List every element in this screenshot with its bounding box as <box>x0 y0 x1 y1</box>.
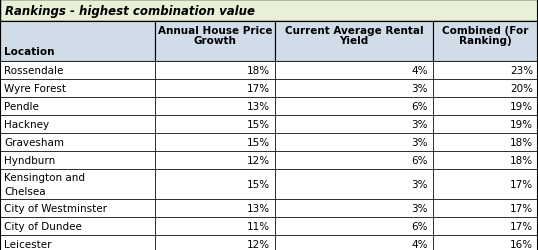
Text: 3%: 3% <box>412 138 428 147</box>
Bar <box>155 199 275 217</box>
Bar <box>155 217 275 235</box>
Text: Wyre Forest: Wyre Forest <box>4 84 66 94</box>
Bar <box>433 22 538 62</box>
Bar <box>155 235 275 250</box>
Bar <box>0 199 155 217</box>
Bar <box>0 134 155 152</box>
Bar <box>433 98 538 116</box>
Bar <box>155 169 275 199</box>
Bar <box>0 217 155 235</box>
Text: Hyndburn: Hyndburn <box>4 156 55 165</box>
Bar <box>433 80 538 98</box>
Bar <box>275 80 433 98</box>
Bar <box>275 217 433 235</box>
Bar <box>433 152 538 169</box>
Text: Location: Location <box>4 47 54 57</box>
Bar <box>433 217 538 235</box>
Text: 3%: 3% <box>412 84 428 94</box>
Text: Yield: Yield <box>339 36 369 46</box>
Text: Rankings - highest combination value: Rankings - highest combination value <box>5 4 255 18</box>
Text: City of Dundee: City of Dundee <box>4 221 82 231</box>
Bar <box>275 169 433 199</box>
Bar <box>275 152 433 169</box>
Text: 13%: 13% <box>247 102 270 112</box>
Text: 12%: 12% <box>247 239 270 249</box>
Text: 19%: 19% <box>510 120 533 130</box>
Text: 17%: 17% <box>510 179 533 189</box>
Text: 4%: 4% <box>412 66 428 76</box>
Bar <box>0 116 155 134</box>
Text: 3%: 3% <box>412 203 428 213</box>
Text: 13%: 13% <box>247 203 270 213</box>
Text: 18%: 18% <box>510 156 533 165</box>
Bar <box>433 62 538 80</box>
Text: 3%: 3% <box>412 120 428 130</box>
Text: Chelsea: Chelsea <box>4 186 46 196</box>
Bar <box>275 199 433 217</box>
Text: 18%: 18% <box>247 66 270 76</box>
Bar <box>275 22 433 62</box>
Bar <box>433 169 538 199</box>
Bar <box>275 98 433 116</box>
Text: 17%: 17% <box>247 84 270 94</box>
Text: Gravesham: Gravesham <box>4 138 64 147</box>
Text: 6%: 6% <box>412 102 428 112</box>
Bar <box>0 80 155 98</box>
Bar <box>275 235 433 250</box>
Bar <box>155 80 275 98</box>
Text: 4%: 4% <box>412 239 428 249</box>
Text: Growth: Growth <box>194 36 236 46</box>
Bar <box>433 116 538 134</box>
Text: 15%: 15% <box>247 179 270 189</box>
Bar <box>0 235 155 250</box>
Bar <box>155 62 275 80</box>
Bar <box>433 235 538 250</box>
Text: Annual House Price: Annual House Price <box>158 26 272 36</box>
Text: 20%: 20% <box>510 84 533 94</box>
Bar <box>0 169 155 199</box>
Text: 6%: 6% <box>412 221 428 231</box>
Bar <box>0 62 155 80</box>
Text: Combined (For: Combined (For <box>442 26 529 36</box>
Bar <box>0 0 538 22</box>
Text: 12%: 12% <box>247 156 270 165</box>
Text: Current Average Rental: Current Average Rental <box>285 26 423 36</box>
Text: 15%: 15% <box>247 138 270 147</box>
Text: 6%: 6% <box>412 156 428 165</box>
Bar <box>275 62 433 80</box>
Bar <box>433 199 538 217</box>
Text: 23%: 23% <box>510 66 533 76</box>
Bar <box>0 152 155 169</box>
Bar <box>155 116 275 134</box>
Text: 17%: 17% <box>510 203 533 213</box>
Bar <box>155 22 275 62</box>
Bar <box>275 116 433 134</box>
Text: 18%: 18% <box>510 138 533 147</box>
Bar <box>155 134 275 152</box>
Text: Kensington and: Kensington and <box>4 173 85 183</box>
Text: 19%: 19% <box>510 102 533 112</box>
Text: 11%: 11% <box>247 221 270 231</box>
Text: City of Westminster: City of Westminster <box>4 203 107 213</box>
Bar <box>155 152 275 169</box>
Bar <box>275 134 433 152</box>
Text: Ranking): Ranking) <box>459 36 512 46</box>
Bar <box>0 98 155 116</box>
Text: Hackney: Hackney <box>4 120 49 130</box>
Text: 16%: 16% <box>510 239 533 249</box>
Bar <box>433 134 538 152</box>
Text: Rossendale: Rossendale <box>4 66 63 76</box>
Bar <box>155 98 275 116</box>
Text: 15%: 15% <box>247 120 270 130</box>
Bar <box>0 22 155 62</box>
Text: 3%: 3% <box>412 179 428 189</box>
Text: Leicester: Leicester <box>4 239 52 249</box>
Text: 17%: 17% <box>510 221 533 231</box>
Text: Pendle: Pendle <box>4 102 39 112</box>
